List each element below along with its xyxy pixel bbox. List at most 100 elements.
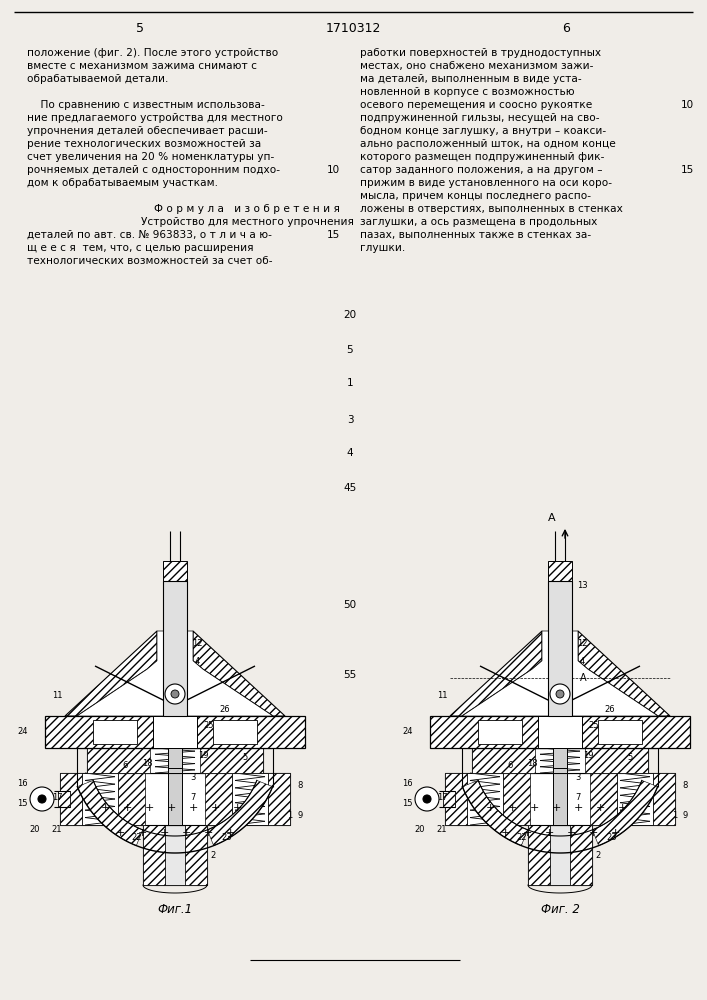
Text: +: + <box>166 803 175 813</box>
Polygon shape <box>60 773 290 825</box>
Text: работки поверхностей в труднодоступных: работки поверхностей в труднодоступных <box>360 48 601 58</box>
Polygon shape <box>143 825 207 885</box>
Polygon shape <box>553 773 567 825</box>
Text: +: + <box>544 828 554 838</box>
Text: Фиг. 2: Фиг. 2 <box>541 903 580 916</box>
Text: 4: 4 <box>346 448 354 458</box>
Text: 2: 2 <box>211 850 216 859</box>
Text: 20: 20 <box>415 826 425 834</box>
Circle shape <box>165 684 185 704</box>
Text: 1710312: 1710312 <box>325 22 380 35</box>
Text: 18: 18 <box>141 758 152 768</box>
Text: 50: 50 <box>344 600 356 610</box>
Text: 23: 23 <box>222 834 233 842</box>
Text: 5: 5 <box>136 22 144 35</box>
Text: рочняемых деталей с односторонним подхо-: рочняемых деталей с односторонним подхо- <box>27 165 280 175</box>
Text: +: + <box>551 803 561 813</box>
Polygon shape <box>87 748 150 773</box>
Text: ма деталей, выполненным в виде уста-: ма деталей, выполненным в виде уста- <box>360 74 582 84</box>
Polygon shape <box>163 561 187 581</box>
Polygon shape <box>462 780 527 846</box>
Polygon shape <box>592 780 658 846</box>
Polygon shape <box>585 748 648 773</box>
Polygon shape <box>168 773 182 825</box>
Text: +: + <box>226 828 235 838</box>
Polygon shape <box>82 773 118 825</box>
Text: заглушки, а ось размещена в продольных: заглушки, а ось размещена в продольных <box>360 217 597 227</box>
Text: 24: 24 <box>403 728 414 736</box>
Polygon shape <box>548 561 572 581</box>
Polygon shape <box>205 773 290 825</box>
Text: +: + <box>530 803 539 813</box>
Circle shape <box>423 795 431 803</box>
Text: 15: 15 <box>327 230 340 240</box>
Text: подпружиненной гильзы, несущей на сво-: подпружиненной гильзы, несущей на сво- <box>360 113 600 123</box>
Text: A: A <box>580 673 587 683</box>
Text: +: + <box>144 803 153 813</box>
Polygon shape <box>232 773 268 825</box>
Circle shape <box>171 690 179 698</box>
Circle shape <box>556 690 564 698</box>
Text: 16: 16 <box>402 778 412 788</box>
Polygon shape <box>87 748 263 773</box>
Text: Фиг.1: Фиг.1 <box>158 903 192 916</box>
Text: положение (фиг. 2). После этого устройство: положение (фиг. 2). После этого устройст… <box>27 48 279 58</box>
Text: 7: 7 <box>575 794 580 802</box>
Text: 23: 23 <box>607 834 617 842</box>
Text: +: + <box>573 803 583 813</box>
Text: рение технологических возможностей за: рение технологических возможностей за <box>27 139 262 149</box>
Polygon shape <box>450 631 542 716</box>
Polygon shape <box>472 748 648 773</box>
Text: 17: 17 <box>437 794 448 802</box>
Text: 4: 4 <box>579 656 585 666</box>
Text: 17: 17 <box>52 794 62 802</box>
Text: 1: 1 <box>287 812 293 820</box>
Polygon shape <box>553 748 567 773</box>
Polygon shape <box>570 825 592 885</box>
Text: 3: 3 <box>190 774 196 782</box>
Text: 12: 12 <box>192 640 202 648</box>
Text: +: + <box>485 803 495 813</box>
Text: 45: 45 <box>344 483 356 493</box>
Text: +: + <box>233 803 242 813</box>
Text: +: + <box>501 828 510 838</box>
Polygon shape <box>528 825 592 885</box>
Text: +: + <box>181 828 191 838</box>
Text: +: + <box>159 828 169 838</box>
Text: дом к обрабатываемым участкам.: дом к обрабатываемым участкам. <box>27 178 218 188</box>
Text: технологических возможностей за счет об-: технологических возможностей за счет об- <box>27 256 272 266</box>
Polygon shape <box>443 791 455 807</box>
Text: +: + <box>137 828 146 838</box>
Text: +: + <box>508 803 517 813</box>
Text: 26: 26 <box>604 706 615 714</box>
Text: пазах, выполненных также в стенках за-: пазах, выполненных также в стенках за- <box>360 230 591 240</box>
Text: 1: 1 <box>346 378 354 388</box>
Polygon shape <box>165 825 185 885</box>
Text: мысла, причем концы последнего распо-: мысла, причем концы последнего распо- <box>360 191 591 201</box>
Text: 5: 5 <box>346 345 354 355</box>
Polygon shape <box>478 720 522 744</box>
Text: +: + <box>122 803 132 813</box>
Text: +: + <box>115 828 124 838</box>
Text: 6: 6 <box>508 760 513 770</box>
Text: 5: 5 <box>243 754 247 762</box>
Circle shape <box>30 787 54 811</box>
Text: +: + <box>595 803 604 813</box>
Polygon shape <box>163 581 187 716</box>
Text: 15: 15 <box>681 165 694 175</box>
Polygon shape <box>213 720 257 744</box>
Text: 18: 18 <box>527 758 537 768</box>
Text: ложены в отверстиях, выполненных в стенках: ложены в отверстиях, выполненных в стенк… <box>360 204 623 214</box>
Text: вместе с механизмом зажима снимают с: вместе с механизмом зажима снимают с <box>27 61 257 71</box>
Text: бодном конце заглушку, а внутри – коакси-: бодном конце заглушку, а внутри – коакси… <box>360 126 606 136</box>
Text: щ е е с я  тем, что, с целью расширения: щ е е с я тем, что, с целью расширения <box>27 243 254 253</box>
Text: 1: 1 <box>672 812 677 820</box>
Polygon shape <box>445 773 530 825</box>
Polygon shape <box>590 773 675 825</box>
Text: сатор заданного положения, а на другом –: сатор заданного положения, а на другом – <box>360 165 602 175</box>
Text: 19: 19 <box>198 752 209 760</box>
Text: 15: 15 <box>17 800 28 808</box>
Text: прижим в виде установленного на оси коро-: прижим в виде установленного на оси коро… <box>360 178 612 188</box>
Circle shape <box>38 795 46 803</box>
Text: 11: 11 <box>437 692 448 700</box>
